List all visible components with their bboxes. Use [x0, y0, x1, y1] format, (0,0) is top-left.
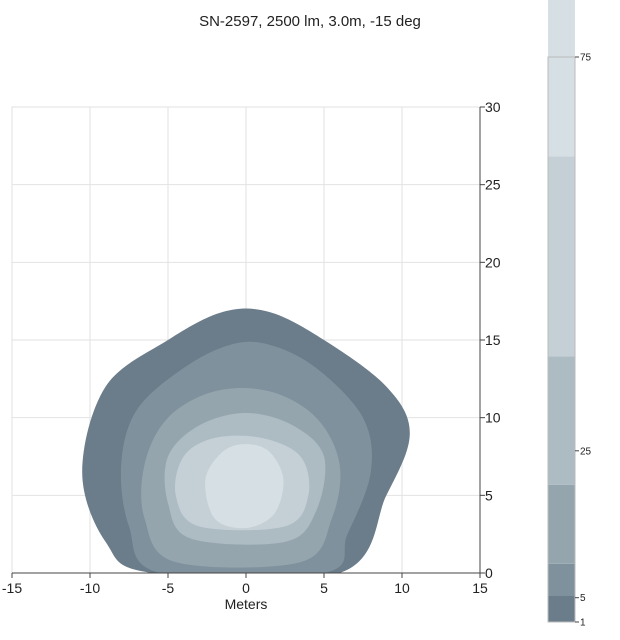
colorbar-band: [548, 484, 575, 564]
y-tick-label: 20: [485, 254, 501, 270]
colorbar-tick-label: 5: [580, 593, 586, 604]
colorbar-band: [548, 596, 575, 622]
colorbar-band: [548, 563, 575, 597]
x-tick-label: 10: [394, 580, 410, 596]
colorbar-band: [548, 156, 575, 357]
y-tick-label: 25: [485, 177, 501, 193]
x-tick-label: -10: [80, 580, 100, 596]
y-tick-label: 30: [485, 99, 501, 115]
contour-level-6: [205, 444, 284, 529]
colorbar-tick-label: 75: [580, 53, 592, 64]
x-tick-label: 5: [320, 580, 328, 596]
y-tick-label: 10: [485, 410, 501, 426]
x-tick-label: -15: [2, 580, 22, 596]
x-axis-label: Meters: [225, 596, 268, 612]
y-tick-label: 0: [485, 565, 493, 581]
x-tick-label: 15: [472, 580, 488, 596]
chart-title: SN-2597, 2500 lm, 3.0m, -15 deg: [199, 13, 421, 30]
x-tick-label: 0: [242, 580, 250, 596]
x-tick-label: -5: [162, 580, 175, 596]
y-tick-label: 5: [485, 487, 493, 503]
colorbar-tick-label: 25: [580, 446, 592, 457]
colorbar-band: [548, 0, 575, 157]
colorbar-frame: [547, 56, 576, 623]
colorbar-tick-label: 1: [580, 618, 586, 629]
y-tick-label: 15: [485, 332, 501, 348]
colorbar-band: [548, 356, 575, 485]
contour-regions: [82, 308, 410, 573]
colorbar: 75 25 5 1: [547, 0, 592, 629]
